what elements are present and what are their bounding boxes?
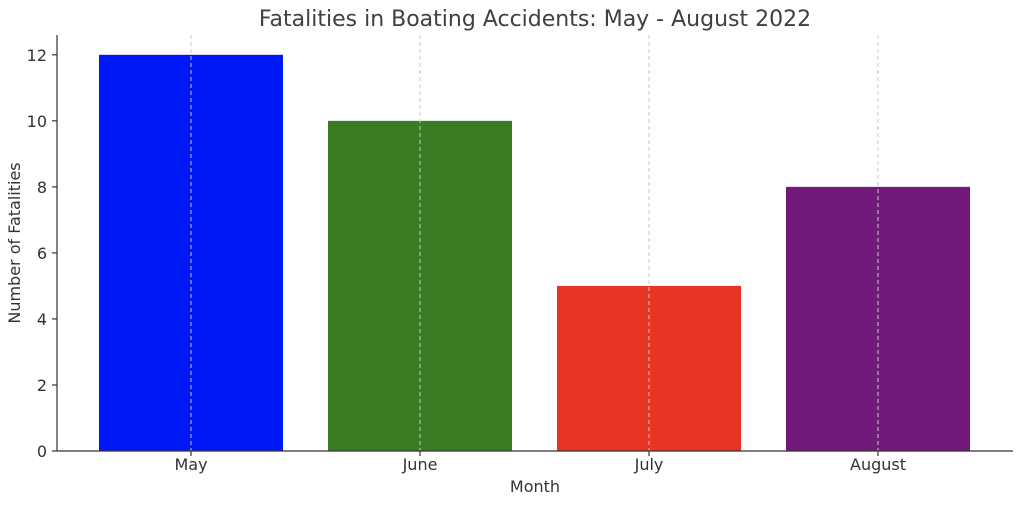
y-tick-label: 6 xyxy=(37,244,47,263)
y-ticks: 0 2 4 6 8 10 12 xyxy=(27,46,57,461)
y-tick-label: 2 xyxy=(37,376,47,395)
chart-title: Fatalities in Boating Accidents: May - A… xyxy=(259,7,811,32)
x-tick-label-august: August xyxy=(850,455,906,474)
x-ticks: May June July August xyxy=(174,451,906,474)
y-tick-label: 0 xyxy=(37,442,47,461)
x-tick-label-july: July xyxy=(634,455,664,474)
x-axis-label: Month xyxy=(510,477,560,496)
y-tick-label: 4 xyxy=(37,310,47,329)
y-tick-label: 10 xyxy=(27,112,47,131)
y-axis-label: Number of Fatalities xyxy=(5,162,24,323)
y-tick-label: 12 xyxy=(27,46,47,65)
bars xyxy=(99,54,970,452)
axes xyxy=(56,35,1013,452)
x-tick-label-june: June xyxy=(402,455,438,474)
x-tick-label-may: May xyxy=(174,455,207,474)
grid-lines xyxy=(190,35,879,451)
y-tick-label: 8 xyxy=(37,178,47,197)
